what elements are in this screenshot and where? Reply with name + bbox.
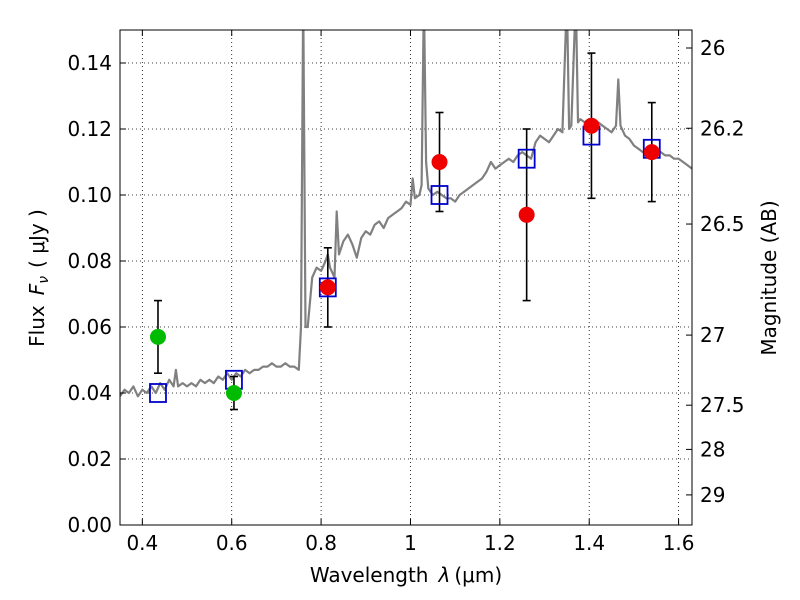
y-axis-label-text: Flux (25, 305, 49, 347)
x-axis-label-symbol: λ (438, 563, 451, 587)
y-axis: 0.00 0.02 0.04 0.06 0.08 0.10 0.12 0.14 (67, 51, 126, 537)
y-tick-label: 0.04 (67, 381, 112, 405)
y-tick-label: 0.00 (67, 513, 112, 537)
data-point (518, 206, 535, 223)
right-tick-label: 29 (700, 483, 725, 507)
x-axis-label: Wavelength λ (μm) (310, 563, 502, 587)
right-tick-label: 26.2 (700, 116, 745, 140)
y-axis-label: Flux Fν ( μJy ) (25, 209, 52, 347)
x-tick-label: 1.6 (663, 531, 695, 555)
plot-area (120, 30, 692, 411)
y-tick-label: 0.12 (67, 117, 112, 141)
model-square (149, 383, 167, 403)
x-axis: 0.4 0.6 0.8 1 1.2 1.4 1.6 (126, 30, 695, 555)
right-axis-label: Magnitude (AB) (757, 200, 781, 355)
right-tick-label: 27 (700, 323, 725, 347)
x-axis-label-text: Wavelength (310, 563, 429, 587)
x-tick-label: 0.6 (216, 531, 248, 555)
observed-points (149, 117, 660, 401)
data-point (431, 154, 448, 170)
y-axis-label-unit: ( μJy ) (25, 209, 49, 268)
right-tick-label: 27.5 (700, 393, 745, 417)
data-point (583, 117, 600, 134)
y-axis-label-subscript: ν (36, 276, 52, 284)
y-tick-label: 0.02 (67, 447, 112, 471)
data-point (225, 385, 242, 401)
x-tick-label: 1.2 (484, 531, 516, 555)
right-axis: 26 26.2 26.5 27 27.5 28 29 (686, 36, 745, 507)
plot-frame (119, 29, 693, 526)
x-tick-label: 1 (404, 531, 417, 555)
right-tick-label: 28 (700, 437, 725, 461)
right-tick-label: 26 (700, 36, 725, 60)
data-point (149, 328, 166, 345)
x-tick-label: 0.8 (305, 531, 337, 555)
y-tick-label: 0.14 (67, 51, 112, 75)
y-tick-label: 0.06 (67, 315, 112, 339)
y-axis-label-symbol: F (25, 283, 49, 295)
data-point (319, 279, 336, 296)
right-tick-label: 26.5 (700, 212, 745, 236)
model-square (517, 148, 536, 169)
y-tick-label: 0.08 (67, 249, 112, 273)
model-square (430, 185, 449, 205)
data-point (643, 144, 660, 161)
x-tick-label: 0.4 (126, 531, 158, 555)
x-tick-label: 1.4 (573, 531, 605, 555)
x-axis-label-unit: (μm) (454, 563, 502, 587)
y-tick-label: 0.10 (67, 183, 112, 207)
